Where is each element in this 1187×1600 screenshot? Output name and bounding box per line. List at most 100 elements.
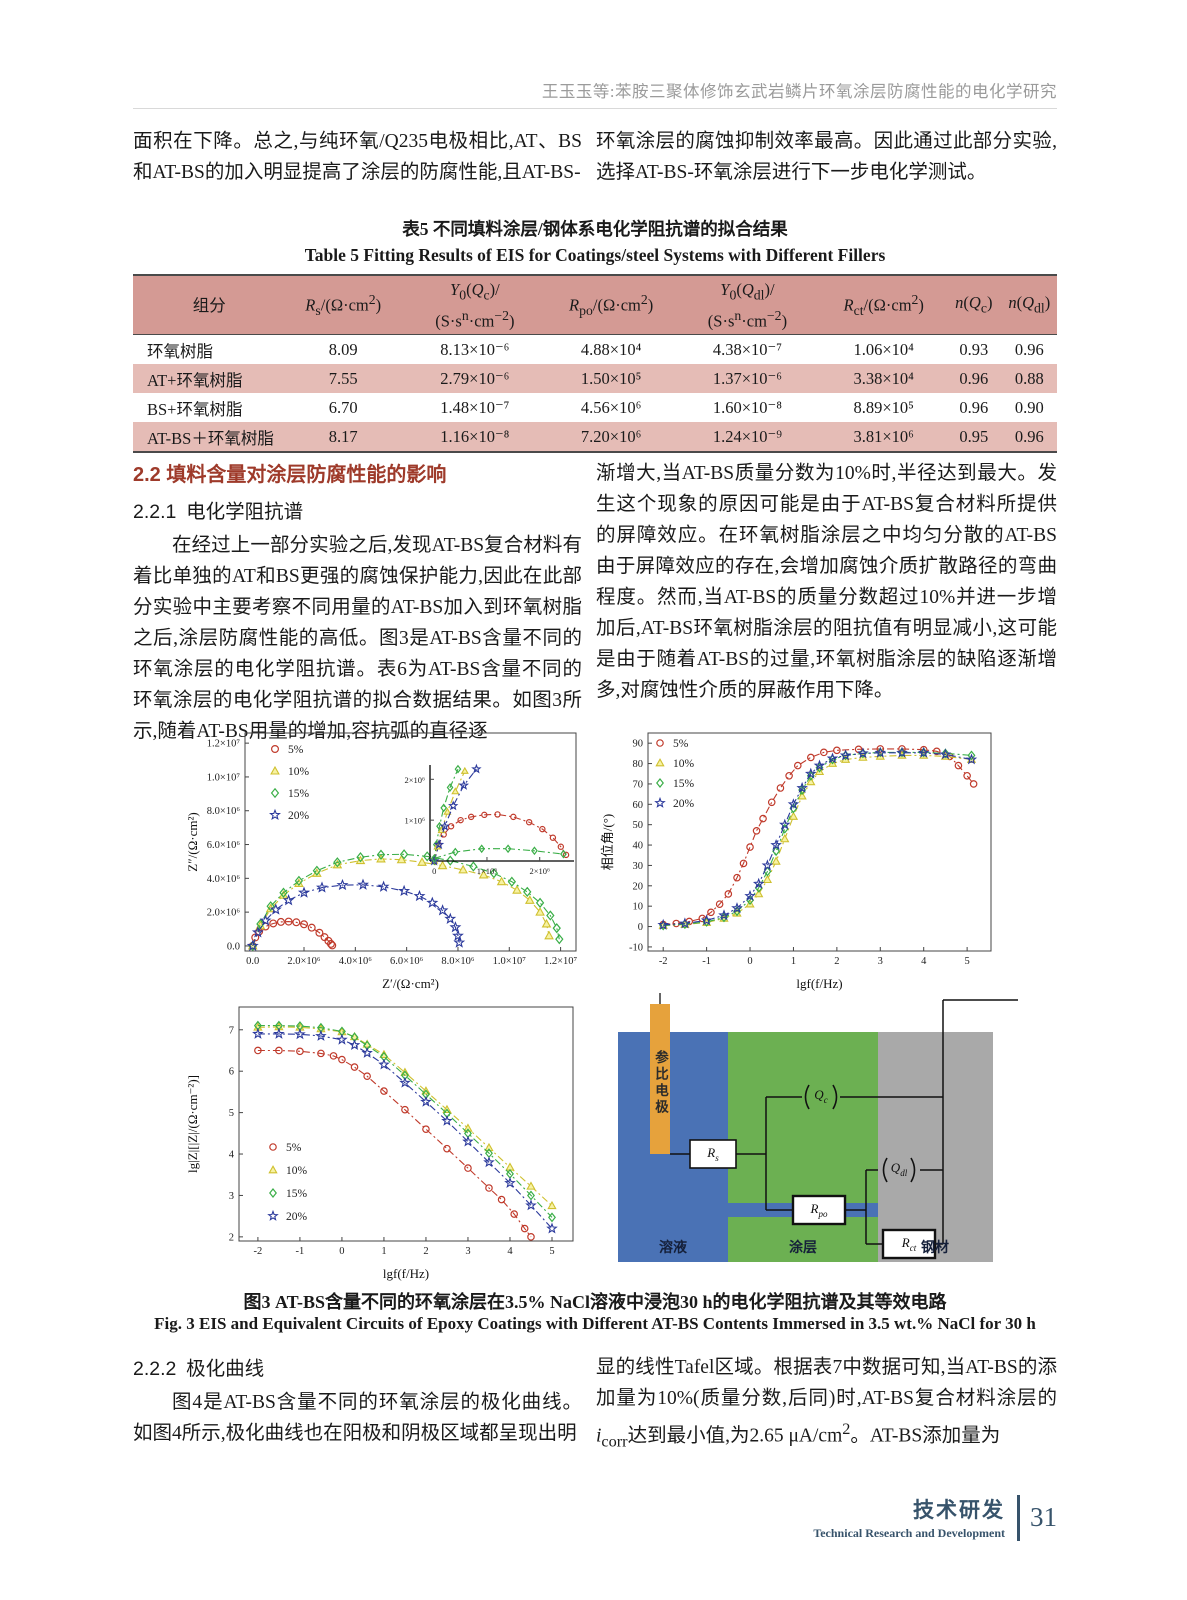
column-header: n(Qdl): [1001, 275, 1057, 335]
svg-text:10%: 10%: [286, 1165, 308, 1177]
svg-text:20%: 20%: [673, 798, 695, 810]
circuit-svg: [618, 993, 1018, 1262]
table-cell: 1.37×10⁻⁶: [712, 368, 782, 388]
table-cell: 1.48×10⁻⁷: [440, 397, 510, 417]
qc-label: Qc: [814, 1087, 828, 1105]
eis-fitting-table: 组分 Rs/(Ω·cm2) Y0(Qc)/(S·sn·cm−2) Rpo/(Ω·cm2…: [133, 274, 1057, 453]
svg-text:2×10⁶: 2×10⁶: [529, 866, 550, 876]
table-cell: 0.96: [959, 397, 989, 417]
rct-box: [881, 1228, 937, 1260]
table-row: BS+环氧树脂 6.70 1.48×10⁻⁷ 4.56×10⁶ 1.60×10⁻⁸ 8.8…: [133, 393, 1057, 422]
qc-right-paren: [832, 1084, 838, 1110]
svg-text:10%: 10%: [673, 758, 695, 770]
svg-text:1×10⁶: 1×10⁶: [477, 866, 498, 876]
section-number: 2.2.1: [133, 501, 177, 523]
section-title: 电化学阻抗谱: [186, 502, 304, 523]
svg-text:3: 3: [465, 1246, 470, 1257]
svg-text:5: 5: [549, 1246, 554, 1257]
svg-text:3: 3: [229, 1191, 234, 1202]
table-row: AT-BS＋环氧树脂 8.17 1.16×10⁻⁸ 7.20×10⁶ 1.24×10⁻⁹…: [133, 422, 1057, 452]
rs-box: [689, 1139, 737, 1169]
svg-text:1: 1: [381, 1246, 386, 1257]
svg-text:-1: -1: [702, 956, 711, 967]
circuit-wires: [670, 999, 1018, 1245]
section-number: 2.2.2: [133, 1358, 177, 1380]
bode-magnitude-plot: -2 -1 0 1 2 3 4 5 2 3 4 5 6 7 lgf(f/Hz) lg|Z|[|Z|/(Ω·cm…: [185, 1006, 574, 1281]
section-heading-2-2-1: 2.2.1 电化学阻抗谱: [133, 495, 582, 524]
svg-text:lg|Z|[|Z|/(Ω·cm⁻²)]: lg|Z|[|Z|/(Ω·cm⁻²)]: [185, 1075, 200, 1173]
solution-zone-label: 溶液: [659, 1241, 687, 1256]
svg-text:1.0×10⁷: 1.0×10⁷: [207, 772, 241, 783]
body-paragraph: 渐增大,当AT-BS质量分数为10%时,半径达到最大。发生这个现象的原因可能是由…: [596, 463, 1057, 701]
steel-zone: [878, 1032, 993, 1262]
table-cell: 8.17: [328, 426, 358, 446]
table-cell: 0.96: [1014, 426, 1044, 446]
svg-text:0.0: 0.0: [227, 941, 240, 952]
svg-text:10: 10: [633, 902, 644, 913]
svg-text:2: 2: [423, 1246, 428, 1257]
svg-text:4.0×10⁶: 4.0×10⁶: [207, 874, 241, 885]
svg-text:7: 7: [229, 1025, 234, 1036]
rs-label: Rs: [707, 1145, 719, 1163]
svg-text:-1: -1: [296, 1246, 305, 1257]
table-title-zh: 表5 不同填料涂层/钢体系电化学阻抗谱的拟合结果: [402, 219, 788, 239]
table-cell: 1.60×10⁻⁸: [712, 397, 782, 417]
table-cell: 8.89×10⁵: [853, 397, 914, 417]
svg-text:50: 50: [633, 820, 644, 831]
svg-text:90: 90: [633, 739, 644, 750]
svg-text:1.0×10⁷: 1.0×10⁷: [493, 956, 527, 967]
nyquist-panel: 0.0 2.0×10⁶ 4.0×10⁶ 6.0×10⁶ 8.0×10⁶ 1.0×10⁷ 1.…: [183, 723, 588, 1000]
table-cell: 1.16×10⁻⁸: [440, 426, 510, 446]
svg-text:lgf(f/Hz): lgf(f/Hz): [383, 1266, 429, 1281]
section-2-2-left: 2.2 填料含量对涂层防腐性能的影响 2.2.1 电化学阻抗谱 在经过上一部分实…: [133, 458, 582, 747]
svg-text:6: 6: [229, 1067, 234, 1078]
svg-text:8.0×10⁶: 8.0×10⁶: [207, 806, 241, 817]
table-cell: 7.55: [328, 368, 358, 388]
svg-text:5: 5: [229, 1108, 234, 1119]
equivalent-circuit-diagram: 参比电极 Rs Qc Rpo Qdl Rct 溶液 涂层 钢材: [598, 992, 1020, 1292]
column-header: 组分: [133, 275, 286, 335]
table-cell: BS+环氧树脂: [147, 399, 243, 419]
table-cell: 0.90: [1014, 397, 1044, 417]
svg-text:相位角/(°): 相位角/(°): [600, 814, 615, 870]
rpo-label: Rpo: [810, 1201, 828, 1219]
svg-text:5: 5: [964, 956, 969, 967]
svg-text:80: 80: [633, 759, 644, 770]
table-cell: 4.56×10⁶: [580, 397, 642, 417]
svg-text:3: 3: [878, 956, 883, 967]
svg-text:0: 0: [432, 866, 436, 876]
svg-text:2.0×10⁶: 2.0×10⁶: [207, 908, 241, 919]
table-cell: 1.06×10⁴: [853, 339, 914, 359]
table-cell: 环氧树脂: [147, 341, 213, 361]
steel-zone-label: 钢材: [921, 1241, 949, 1256]
table-cell: 0.95: [959, 426, 989, 446]
svg-text:lgf(f/Hz): lgf(f/Hz): [796, 976, 842, 991]
svg-text:5%: 5%: [286, 1142, 302, 1154]
svg-text:4.0×10⁶: 4.0×10⁶: [339, 956, 373, 967]
rct-label: Rct: [901, 1235, 917, 1253]
reference-electrode-label: 参比电极: [653, 1050, 668, 1116]
svg-text:0: 0: [339, 1246, 344, 1257]
figure-caption-zh: 图3 AT-BS含量不同的环氧涂层在3.5% NaCl溶液中浸泡30 h的电化学…: [243, 1292, 947, 1312]
table-cell: 8.13×10⁻⁶: [440, 339, 510, 359]
intro-paragraph-right: 环氧涂层的腐蚀抑制效率最高。因此通过此部分实验,选择AT-BS-环氧涂层进行下一…: [596, 131, 1057, 183]
svg-text:15%: 15%: [673, 778, 695, 790]
svg-text:Z′/(Ω·cm²): Z′/(Ω·cm²): [382, 976, 439, 991]
svg-text:0.0: 0.0: [246, 956, 259, 967]
column-header: Y0(Qc)/(S·sn·cm−2): [400, 275, 549, 335]
table-cell: 2.79×10⁻⁶: [440, 368, 510, 388]
magnitude-panel: -2 -1 0 1 2 3 4 5 2 3 4 5 6 7 lgf(f/Hz) lg|Z|[|Z|/(Ω·cm…: [183, 997, 585, 1290]
svg-text:20: 20: [633, 881, 644, 892]
intro-paragraph-left: 面积在下降。总之,与纯环氧/Q235电极相比,AT、BS和AT-BS的加入明显提…: [133, 131, 582, 183]
svg-text:-2: -2: [659, 956, 668, 967]
svg-text:1: 1: [791, 956, 796, 967]
svg-text:2: 2: [229, 1232, 234, 1243]
svg-text:0: 0: [747, 956, 752, 967]
cpe-symbols: [804, 1084, 916, 1183]
table-cell: 8.09: [328, 339, 358, 359]
page-number: 31: [1030, 1502, 1057, 1532]
running-head: 王玉玉等:苯胺三聚体修饰玄武岩鳞片环氧涂层防腐性能的电化学研究: [541, 82, 1057, 101]
svg-text:2×10⁶: 2×10⁶: [404, 775, 425, 785]
reference-electrode-bar: [650, 1004, 670, 1154]
